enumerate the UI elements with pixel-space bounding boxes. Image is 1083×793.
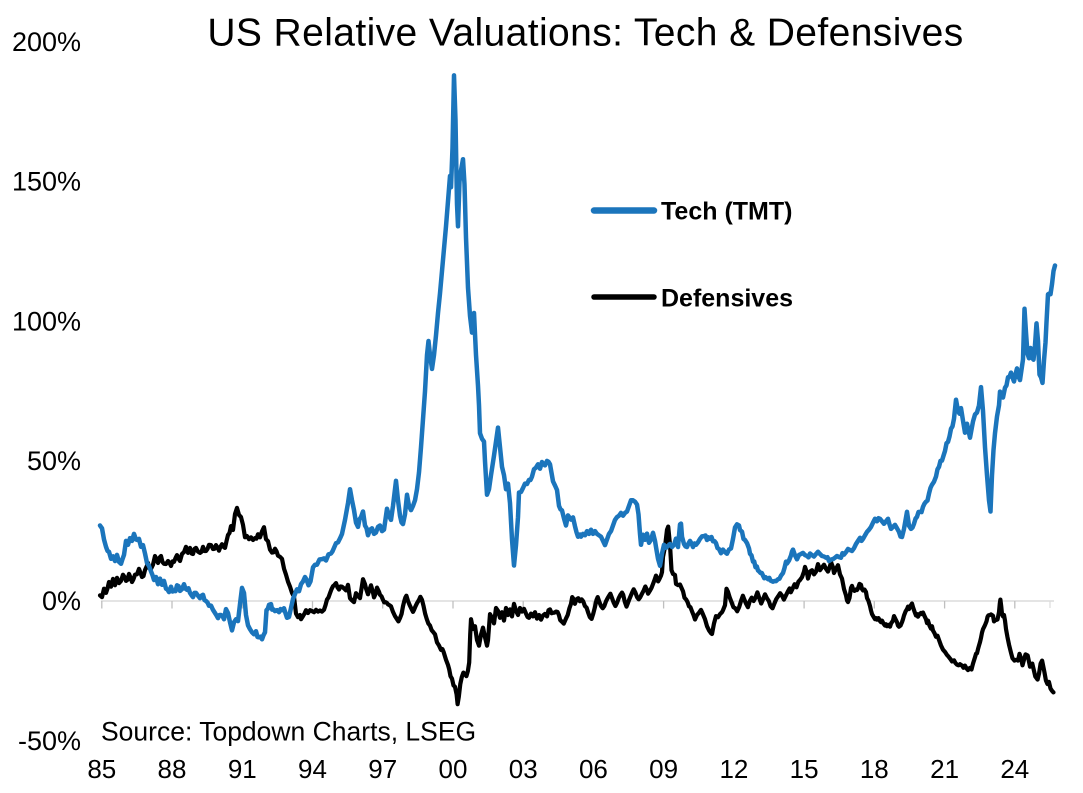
svg-text:88: 88 bbox=[158, 754, 187, 784]
svg-text:-50%: -50% bbox=[18, 726, 81, 756]
svg-text:Tech (TMT): Tech (TMT) bbox=[661, 198, 792, 226]
svg-text:94: 94 bbox=[298, 754, 327, 784]
svg-text:21: 21 bbox=[930, 754, 959, 784]
svg-text:09: 09 bbox=[649, 754, 678, 784]
svg-text:97: 97 bbox=[368, 754, 397, 784]
svg-text:15: 15 bbox=[790, 754, 819, 784]
svg-text:US Relative Valuations: Tech &: US Relative Valuations: Tech & Defensive… bbox=[207, 12, 963, 55]
svg-text:Source: Topdown Charts, LSEG: Source: Topdown Charts, LSEG bbox=[101, 717, 476, 747]
svg-text:18: 18 bbox=[860, 754, 889, 784]
svg-text:200%: 200% bbox=[12, 27, 81, 57]
svg-text:24: 24 bbox=[1000, 754, 1029, 784]
svg-text:150%: 150% bbox=[12, 167, 81, 197]
svg-text:Defensives: Defensives bbox=[661, 285, 793, 313]
svg-text:100%: 100% bbox=[12, 306, 81, 336]
svg-text:50%: 50% bbox=[27, 446, 81, 476]
svg-text:91: 91 bbox=[228, 754, 257, 784]
svg-text:0%: 0% bbox=[42, 586, 81, 616]
svg-text:00: 00 bbox=[439, 754, 468, 784]
svg-text:06: 06 bbox=[579, 754, 608, 784]
svg-text:85: 85 bbox=[87, 754, 116, 784]
svg-text:12: 12 bbox=[719, 754, 748, 784]
svg-text:03: 03 bbox=[509, 754, 538, 784]
